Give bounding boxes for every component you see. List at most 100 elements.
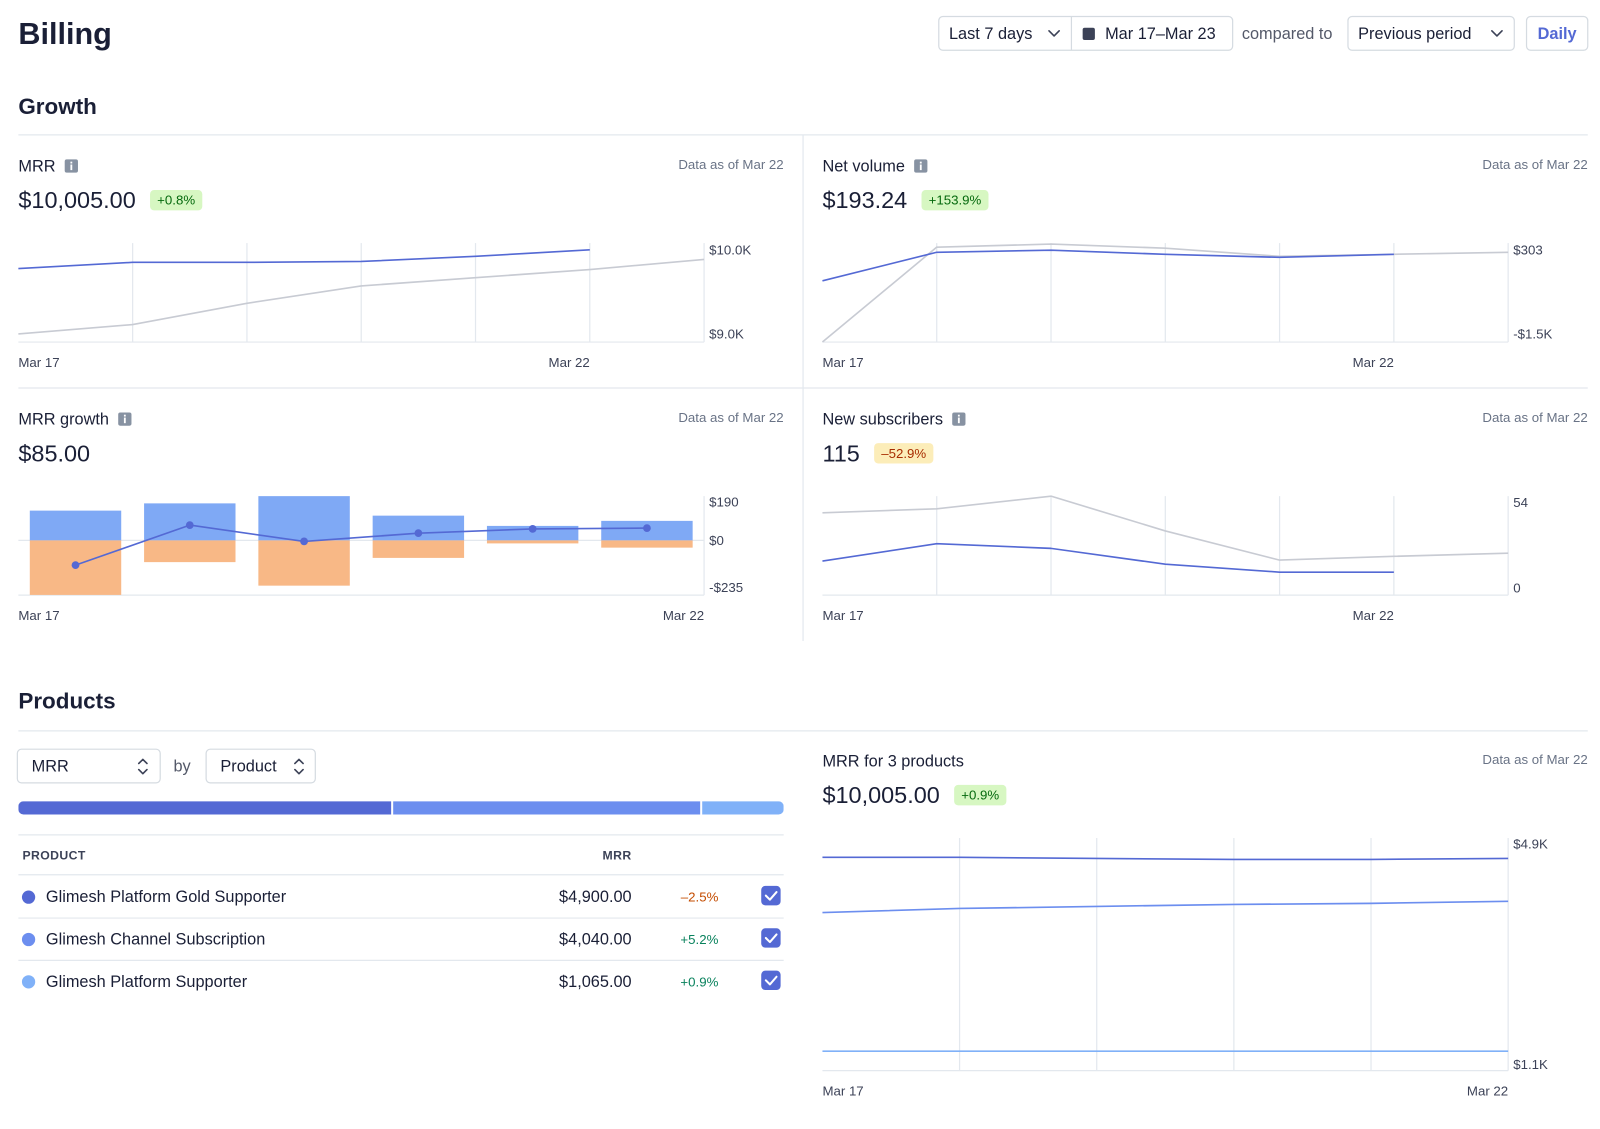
share-segment <box>393 801 701 815</box>
series-line <box>75 524 647 566</box>
metric-label[interactable]: MRR <box>32 758 69 776</box>
series-point <box>414 529 423 538</box>
metric-select[interactable] <box>16 748 161 784</box>
x-tick-label: Mar 17 <box>822 355 863 370</box>
change-label: –52.9% <box>881 446 926 461</box>
date-controls: Last 7 days Mar 17–Mar 23 compared to Pr… <box>938 15 1589 51</box>
product-name: Glimesh Platform Supporter <box>46 973 248 991</box>
info-icon <box>123 414 126 417</box>
date-range[interactable]: Mar 17–Mar 23 <box>1105 25 1216 43</box>
metric-value: 115 <box>822 440 859 466</box>
series-point <box>528 525 537 533</box>
checkmark <box>764 891 778 901</box>
bar <box>372 540 465 558</box>
y-tick-label: $303 <box>1513 243 1542 258</box>
bar <box>258 496 350 541</box>
comparison-picker[interactable] <box>1347 15 1515 51</box>
chart-title: MRR for 3 products <box>822 752 963 770</box>
product-change: –2.5% <box>681 890 719 905</box>
calendar-icon <box>1082 27 1095 41</box>
chart-title: New subscribers <box>822 411 943 429</box>
bar <box>258 540 350 586</box>
info-icon <box>957 417 960 424</box>
by-label: by <box>173 758 191 776</box>
y-tick-label: $1.1K <box>1513 1057 1548 1072</box>
group-label[interactable]: Product <box>220 758 277 776</box>
interval-button[interactable] <box>1525 15 1589 51</box>
info-icon <box>123 417 126 424</box>
chevron <box>1048 30 1060 37</box>
change-label: +153.9% <box>929 193 982 208</box>
series-point <box>643 524 651 532</box>
x-tick-label: Mar 22 <box>549 355 590 370</box>
interval-label[interactable]: Daily <box>1538 25 1577 43</box>
series-line <box>822 900 1509 914</box>
change-badge <box>921 190 989 211</box>
series-point <box>185 521 194 529</box>
bar <box>601 540 693 548</box>
info-icon <box>919 161 922 164</box>
range-label[interactable]: Last 7 days <box>949 25 1032 43</box>
product-mrr: $1,065.00 <box>559 973 632 991</box>
share-segment <box>702 801 784 815</box>
product-dot <box>21 890 36 904</box>
x-tick-label: Mar 17 <box>822 1084 863 1099</box>
comparison-label[interactable]: Previous period <box>1358 25 1471 43</box>
metric-value: $85.00 <box>18 440 90 466</box>
y-tick-label: 0 <box>1513 580 1520 595</box>
section-title: Growth <box>18 94 97 119</box>
info-icon <box>70 164 73 171</box>
change-label: +0.8% <box>157 193 195 208</box>
series-line <box>18 248 590 270</box>
change-badge <box>874 443 934 464</box>
data-note: Data as of Mar 22 <box>1482 157 1587 172</box>
product-change: +5.2% <box>680 932 718 947</box>
series-point <box>300 537 308 546</box>
y-tick-label: -$235 <box>709 580 743 595</box>
select-arrows <box>294 758 304 775</box>
series-point <box>71 561 80 570</box>
change-badge <box>150 190 203 211</box>
product-name: Glimesh Channel Subscription <box>46 931 265 949</box>
checkmark <box>764 975 778 986</box>
y-tick-label: $0 <box>709 533 724 548</box>
x-tick-label: Mar 17 <box>18 608 59 623</box>
x-tick-label: Mar 17 <box>18 355 59 370</box>
section-title: Products <box>18 689 115 714</box>
series-line <box>822 249 1394 282</box>
y-tick-label: $4.9K <box>1513 837 1548 852</box>
series-line <box>822 542 1394 573</box>
chevron <box>1491 30 1503 37</box>
chart-title: MRR <box>18 158 55 176</box>
data-note: Data as of Mar 22 <box>1482 410 1587 425</box>
product-controls: MRR by Product <box>16 748 316 784</box>
x-tick-label: Mar 22 <box>663 608 704 623</box>
product-change: +0.9% <box>680 974 718 989</box>
checkmark <box>764 933 778 944</box>
checkbox[interactable] <box>761 970 781 991</box>
y-tick-label: $9.0K <box>709 326 744 341</box>
share-segment <box>18 801 392 815</box>
y-tick-label: $190 <box>709 495 738 510</box>
y-tick-label: $10.0K <box>709 243 751 258</box>
info-icon <box>70 161 73 164</box>
product-mrr: $4,040.00 <box>559 931 632 949</box>
checkbox[interactable] <box>761 885 781 906</box>
data-note: Data as of Mar 22 <box>678 410 783 425</box>
series-line <box>822 856 1509 861</box>
table-header: MRR <box>603 848 632 862</box>
product-name: Glimesh Platform Gold Supporter <box>46 888 287 906</box>
y-tick-label: -$1.5K <box>1513 326 1552 341</box>
x-tick-label: Mar 22 <box>1353 355 1394 370</box>
product-dot <box>21 975 36 989</box>
group-select[interactable] <box>205 748 316 784</box>
metric-value: $10,005.00 <box>822 782 939 808</box>
x-tick-label: Mar 17 <box>822 608 863 623</box>
select-arrows <box>137 758 148 775</box>
compared-to: compared to <box>1242 25 1333 43</box>
x-tick-label: Mar 22 <box>1353 608 1394 623</box>
chart-title: MRR growth <box>18 411 109 429</box>
chart-title: Net volume <box>822 158 905 176</box>
info-icon <box>957 414 960 417</box>
checkbox[interactable] <box>761 928 781 948</box>
